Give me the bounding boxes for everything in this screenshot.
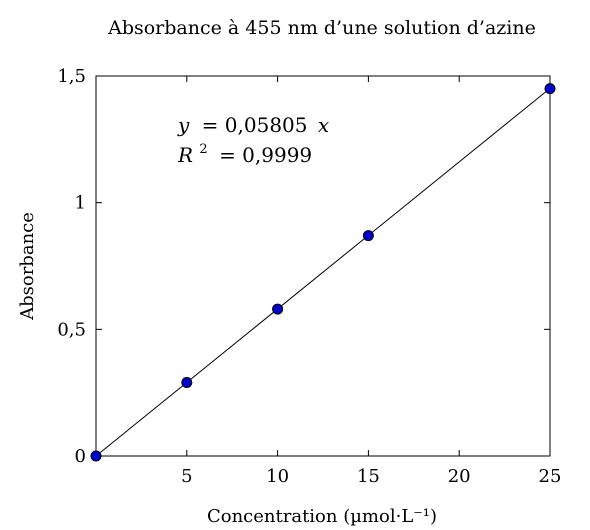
y-tick-label: 1 bbox=[75, 193, 86, 214]
r2-rhs: = 0,9999 bbox=[219, 143, 312, 167]
equation-rhs: = 0,05805 bbox=[202, 113, 308, 137]
data-point bbox=[544, 83, 556, 95]
x-tick-label: 5 bbox=[181, 466, 192, 487]
y-axis-label: Absorbance bbox=[17, 212, 38, 321]
x-tick-label: 10 bbox=[266, 466, 289, 487]
fit-equation: y = 0,05805 x bbox=[177, 113, 329, 137]
fit-line bbox=[95, 87, 551, 457]
chart-title: Absorbance à 455 nm d’une solution d’azi… bbox=[107, 17, 536, 39]
plot-frame bbox=[95, 75, 551, 457]
data-points bbox=[90, 83, 556, 462]
data-point bbox=[272, 303, 284, 315]
r-squared: R 2 = 0,9999 bbox=[177, 134, 312, 167]
x-axis-label: Concentration (µmol·L⁻¹) bbox=[207, 506, 437, 527]
r2-sup: 2 bbox=[199, 142, 207, 157]
r2-lhs: R bbox=[177, 143, 193, 167]
equation-var: x bbox=[318, 113, 329, 137]
x-tick-label: 25 bbox=[539, 466, 562, 487]
x-tick-label: 20 bbox=[448, 466, 471, 487]
data-point bbox=[362, 230, 374, 242]
y-tick-label: 1,5 bbox=[57, 66, 86, 87]
x-axis-ticks: 5 10 15 20 25 bbox=[181, 76, 561, 487]
x-tick-label: 15 bbox=[357, 466, 380, 487]
data-point bbox=[90, 450, 102, 462]
y-axis-ticks: 0 0,5 1 1,5 bbox=[57, 66, 550, 467]
equation-lhs: y bbox=[177, 113, 190, 137]
y-tick-label: 0,5 bbox=[57, 319, 86, 340]
y-tick-label: 0 bbox=[75, 446, 86, 467]
data-point bbox=[181, 377, 193, 389]
